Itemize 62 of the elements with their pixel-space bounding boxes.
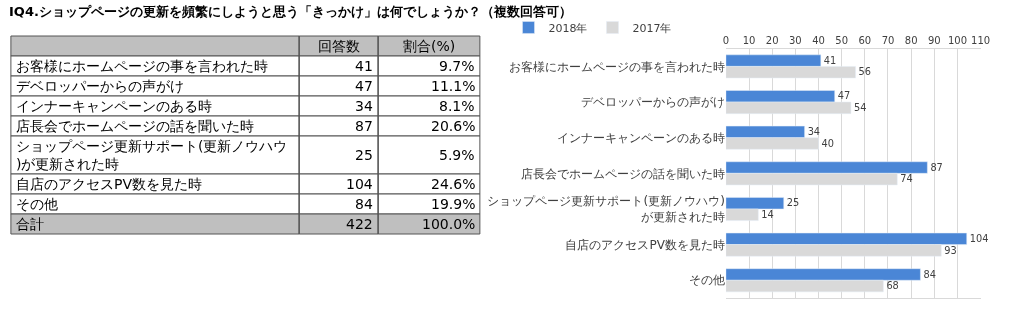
x-tick-label: 70 <box>881 34 895 46</box>
data-label: 40 <box>821 137 834 149</box>
x-tick-label: 10 <box>742 34 756 46</box>
data-label: 104 <box>969 232 989 244</box>
data-label: 93 <box>944 244 957 256</box>
data-label: 100.0% <box>422 216 476 232</box>
data-label: 19.9% <box>431 196 476 212</box>
data-label: 84 <box>355 196 373 212</box>
x-tick-label: 30 <box>788 34 802 46</box>
data-label: 34 <box>807 126 821 138</box>
x-tick-label: 0 <box>722 34 730 46</box>
y-tick-label: その他 <box>688 273 725 288</box>
x-tick-label: 110 <box>971 34 991 46</box>
data-label: 84 <box>923 268 936 280</box>
y-tick-label: 自店のアクセスPV数を見た時 <box>565 237 725 252</box>
category-label: 自店のアクセスPV数を見た時 <box>16 176 203 192</box>
y-tick-label: 店長会でホームページの話を聞いた時 <box>520 166 725 181</box>
data-label: 11.1% <box>431 78 476 94</box>
x-tick-label: 60 <box>858 34 872 46</box>
y-tick-label: デベロッパーからの声がけ <box>580 95 725 110</box>
category-label: ショップページ更新サポート(更新ノウハウ)が更新された時 <box>16 138 288 173</box>
data-label: 68 <box>886 280 899 292</box>
data-label: 8.1% <box>439 98 475 114</box>
data-label: 25 <box>786 197 800 209</box>
data-label: 87 <box>930 161 943 173</box>
text: IQ4.ショップページの更新を頻繁にしようと思う「きっかけ」は何でしょうか？（複数回答可） <box>9 4 572 19</box>
y-tick-label: インナーキャンペーンのある時 <box>556 130 725 145</box>
data-label: 47 <box>355 78 373 94</box>
data-label: 9.7% <box>439 58 475 74</box>
category-label: お客様にホームページの事を言われた時 <box>16 58 268 74</box>
series-label: 回答数 <box>318 38 360 54</box>
legend-label: 2018年 <box>548 21 588 35</box>
x-tick-label: 100 <box>947 34 968 46</box>
category-label: 店長会でホームページの話を聞いた時 <box>16 118 254 134</box>
y-tick-label: お客様にホームページの事を言われた時 <box>508 59 725 74</box>
category-label: インナーキャンペーンのある時 <box>16 98 212 114</box>
series-label: 割合(%) <box>403 38 456 54</box>
data-label: 41 <box>823 54 837 66</box>
data-label: 34 <box>355 98 373 114</box>
category-label: その他 <box>16 196 58 212</box>
data-label: 24.6% <box>431 176 476 192</box>
data-label: 87 <box>355 118 373 134</box>
x-tick-label: 20 <box>765 34 779 46</box>
x-tick-label: 50 <box>835 34 849 46</box>
data-label: 47 <box>837 90 851 102</box>
category-label: 合計 <box>16 216 44 232</box>
data-label: 20.6% <box>431 118 476 134</box>
data-label: 422 <box>346 216 373 232</box>
x-tick-label: 40 <box>812 34 825 46</box>
x-tick-label: 80 <box>904 34 918 46</box>
data-label: 25 <box>355 147 373 163</box>
data-label: 104 <box>346 176 373 192</box>
data-label: 54 <box>853 101 867 113</box>
data-label: 56 <box>858 66 872 78</box>
data-label: 74 <box>900 173 913 185</box>
category-label: デベロッパーからの声がけ <box>16 78 184 94</box>
legend-label: 2017年 <box>632 21 672 35</box>
data-label: 41 <box>355 58 373 74</box>
x-tick-label: 90 <box>927 34 941 46</box>
data-label: 14 <box>761 208 774 220</box>
data-label: 5.9% <box>439 147 475 163</box>
y-tick-label: ショップページ更新サポート(更新ノウハウ) が更新された時 <box>487 194 725 224</box>
